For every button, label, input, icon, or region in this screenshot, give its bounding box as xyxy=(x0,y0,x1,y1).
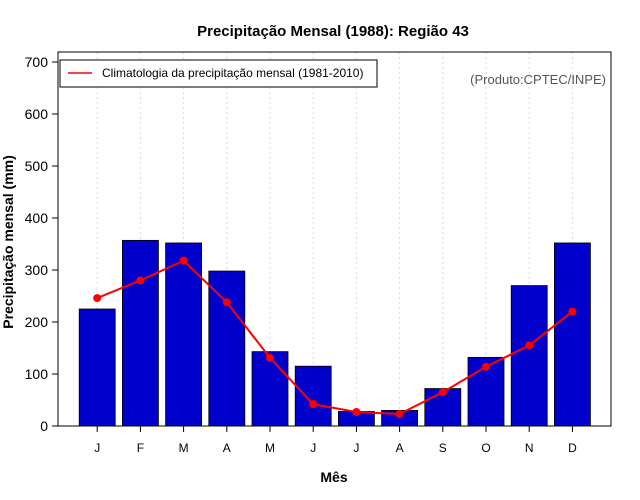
climatology-point-7 xyxy=(352,407,361,416)
y-tick-label: 300 xyxy=(25,262,49,278)
x-tick-label: M xyxy=(179,441,189,455)
x-tick-label: D xyxy=(568,441,577,455)
climatology-point-3 xyxy=(179,256,188,265)
x-tick-label: O xyxy=(481,441,490,455)
chart-title: Precipitação Mensal (1988): Região 43 xyxy=(197,23,469,40)
legend-box xyxy=(59,59,378,88)
x-tick-label: F xyxy=(137,441,144,455)
climatology-point-5 xyxy=(266,353,274,362)
x-tick-label: A xyxy=(223,441,231,455)
legend-label: Climatologia da precipitação mensal (198… xyxy=(102,66,363,80)
legend: Climatologia da precipitação mensal (198… xyxy=(59,59,378,88)
bar-M-3 xyxy=(165,242,203,427)
y-tick-label: 500 xyxy=(25,158,49,174)
y-axis: 0 100 200 300 400 500 600 700 xyxy=(25,54,59,434)
climatology-point-6 xyxy=(309,400,318,409)
climatology-point-4 xyxy=(222,298,231,307)
x-tick-label: J xyxy=(353,441,359,455)
x-tick-label: J xyxy=(310,441,316,455)
x-tick-label: N xyxy=(525,441,534,455)
y-tick-label: 100 xyxy=(25,366,49,382)
y-tick-label: 200 xyxy=(25,314,49,330)
x-axis-label: Mês xyxy=(320,469,347,485)
y-axis-label: Precipitação mensal (mm) xyxy=(0,155,16,329)
bar-N-11 xyxy=(510,285,548,427)
y-tick-label: 0 xyxy=(40,418,48,434)
bar-M-5 xyxy=(251,351,289,427)
y-tick-label: 700 xyxy=(25,54,49,70)
x-tick-label: S xyxy=(439,441,447,455)
climatology-point-12 xyxy=(568,307,577,316)
source-annotation: (Produto:CPTEC/INPE) xyxy=(470,72,606,87)
climatology-point-10 xyxy=(482,362,490,371)
y-tick-label: 600 xyxy=(25,106,49,122)
bar-A-4 xyxy=(208,270,246,427)
bar-J-1 xyxy=(78,308,116,427)
climatology-point-1 xyxy=(93,294,102,303)
climatology-point-9 xyxy=(438,388,447,397)
y-tick-label: 400 xyxy=(25,210,49,226)
climatology-point-11 xyxy=(525,341,534,350)
bars xyxy=(78,239,591,427)
climatology-line xyxy=(93,256,577,419)
climatology-polyline xyxy=(96,259,574,416)
bar-D-12 xyxy=(554,242,591,427)
bar-J-6 xyxy=(294,365,332,427)
bar-F-2 xyxy=(122,239,159,427)
climatology-point-2 xyxy=(136,276,145,285)
x-tick-label: A xyxy=(396,441,404,455)
x-tick-label: M xyxy=(265,441,275,455)
x-tick-label: J xyxy=(94,441,100,455)
climatology-point-8 xyxy=(395,410,404,419)
